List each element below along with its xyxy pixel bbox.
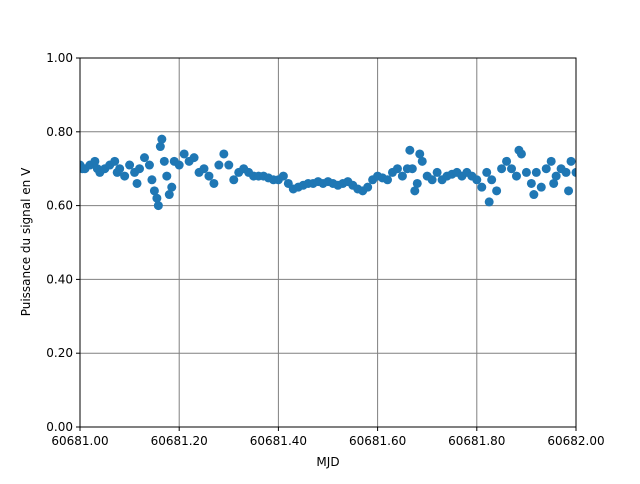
x-tick-label: 60681.40 [250, 434, 307, 448]
point [526, 178, 536, 188]
point [497, 164, 507, 174]
point [415, 149, 425, 159]
point [507, 164, 517, 174]
point [149, 186, 159, 196]
ticks: 60681.00 60681.20 60681.40 60681.60 60681.80… [46, 51, 604, 448]
point [132, 178, 142, 188]
point [472, 175, 482, 185]
x-axis-label: MJD [316, 455, 339, 469]
y-tick-label: 0.20 [46, 346, 73, 360]
point [564, 186, 574, 196]
point [521, 167, 531, 177]
point [167, 182, 177, 192]
point [199, 164, 209, 174]
point [120, 171, 130, 181]
y-tick-label: 0.80 [46, 125, 73, 139]
point [551, 171, 561, 181]
point [407, 164, 417, 174]
point [566, 156, 576, 166]
point [139, 153, 149, 163]
point [412, 178, 422, 188]
point [477, 182, 487, 192]
point [536, 182, 546, 192]
x-tick-label: 60681.60 [349, 434, 406, 448]
point [541, 164, 551, 174]
point [209, 178, 219, 188]
y-tick-label: 0.40 [46, 272, 73, 286]
point [278, 171, 288, 181]
point [492, 186, 502, 196]
point [427, 175, 437, 185]
y-tick-label: 0.60 [46, 199, 73, 213]
point [531, 167, 541, 177]
point [561, 167, 571, 177]
point [432, 167, 442, 177]
point [219, 149, 229, 159]
point [125, 160, 135, 170]
point [90, 156, 100, 166]
y-axis-label: Puissance du signal en V [19, 167, 33, 316]
point [152, 193, 162, 203]
point [516, 149, 526, 159]
y-tick-label: 0.00 [46, 420, 73, 434]
x-tick-label: 60681.00 [51, 434, 108, 448]
point [405, 145, 415, 155]
point [229, 175, 239, 185]
x-tick-label: 60681.20 [151, 434, 208, 448]
point [417, 156, 427, 166]
point [383, 175, 393, 185]
y-tick-label: 1.00 [46, 51, 73, 65]
point [410, 186, 420, 196]
point [529, 190, 539, 200]
point [511, 171, 521, 181]
point [189, 153, 199, 163]
point [549, 178, 559, 188]
x-tick-label: 60682.00 [547, 434, 604, 448]
point [155, 142, 165, 152]
point [144, 160, 154, 170]
point [153, 201, 163, 211]
point [147, 175, 157, 185]
point [162, 171, 172, 181]
point [224, 160, 234, 170]
point [484, 197, 494, 207]
point [159, 156, 169, 166]
point [502, 156, 512, 166]
point [110, 156, 120, 166]
point [397, 171, 407, 181]
point [135, 164, 145, 174]
point [174, 160, 184, 170]
point [571, 167, 576, 177]
point [363, 182, 373, 192]
point [115, 164, 125, 174]
x-tick-label: 60681.80 [448, 434, 505, 448]
point [392, 164, 402, 174]
plot-frame [79, 57, 577, 428]
points [80, 134, 576, 211]
point [214, 160, 224, 170]
point [164, 190, 174, 200]
point [487, 175, 497, 185]
point [179, 149, 189, 159]
point [482, 167, 492, 177]
point [157, 134, 167, 144]
point [546, 156, 556, 166]
point [204, 171, 214, 181]
